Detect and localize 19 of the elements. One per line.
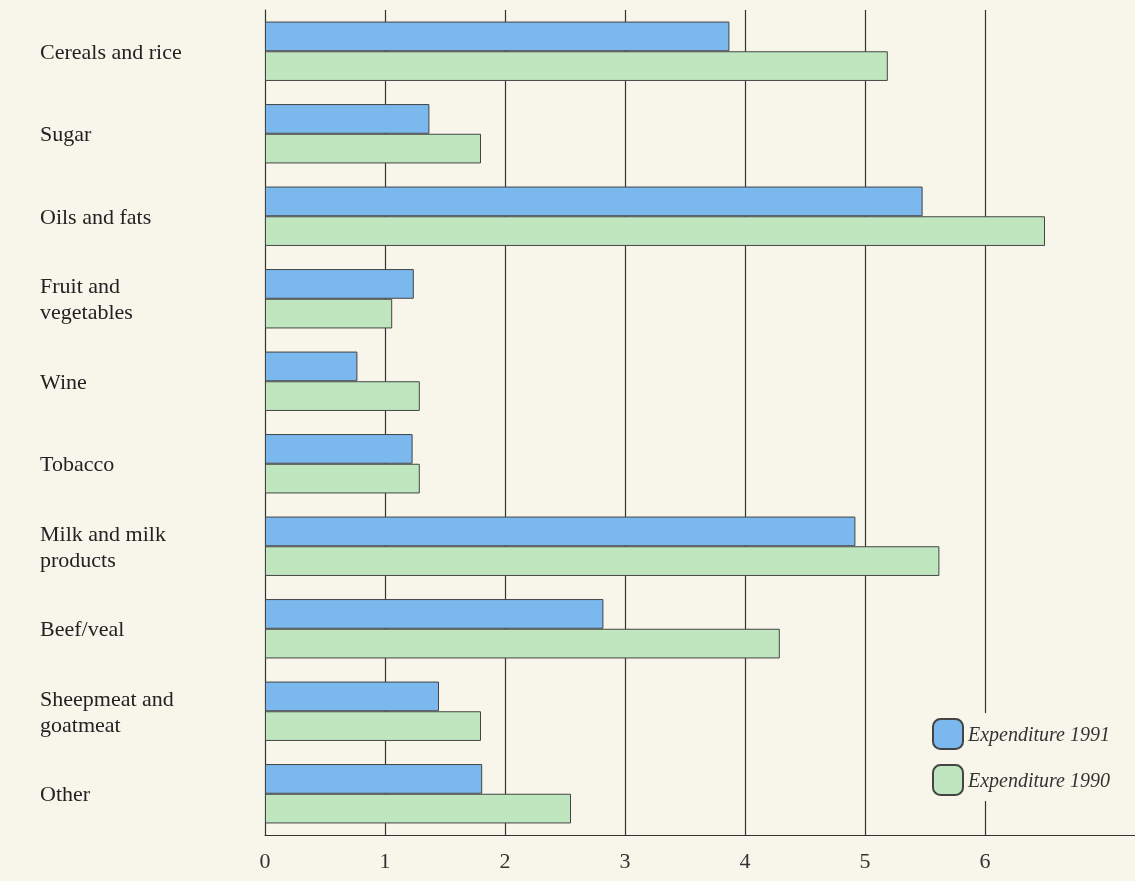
y-tick-label: Tobacco — [40, 451, 115, 477]
x-tick-label: 4 — [739, 847, 751, 873]
y-tick-label: Milk and milk products — [40, 520, 172, 572]
x-tick-label: 5 — [859, 847, 871, 873]
x-tick-label: 3 — [619, 847, 631, 873]
x-tick-label: 1 — [379, 847, 391, 873]
y-tick-label: Sugar — [40, 121, 92, 147]
y-tick-label: Cereals and rice — [40, 38, 182, 64]
y-tick-label: Other — [40, 781, 91, 807]
y-tick-label: Beef/veal — [40, 616, 125, 642]
x-tick-label: 6 — [979, 847, 991, 873]
legend-label: Expenditure 1990 — [967, 769, 1111, 792]
x-tick-label: 2 — [499, 847, 511, 873]
x-tick-label: 0 — [259, 847, 271, 873]
y-tick-label: Wine — [40, 368, 87, 394]
legend-label: Expenditure 1991 — [967, 723, 1111, 746]
y-tick-label: Sheepmeat and goatmeat — [40, 685, 180, 737]
y-tick-label: Fruit and vegetables — [40, 273, 133, 325]
y-tick-label: Oils and fats — [40, 203, 152, 229]
